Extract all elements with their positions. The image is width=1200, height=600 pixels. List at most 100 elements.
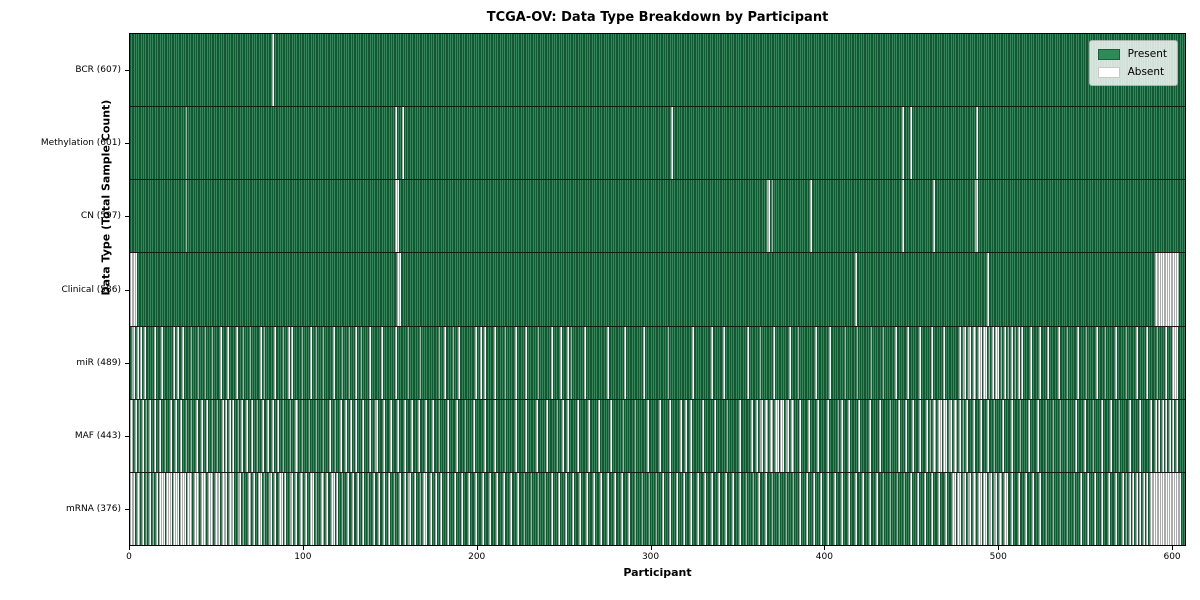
present-cell	[310, 399, 313, 472]
present-cell	[513, 326, 516, 399]
present-cell	[917, 180, 920, 253]
present-cell	[688, 253, 691, 326]
absent-cell	[291, 472, 294, 545]
present-cell	[641, 180, 644, 253]
present-cell	[338, 34, 340, 107]
present-cell	[679, 326, 682, 399]
present-cell	[601, 326, 604, 399]
present-cell	[369, 253, 372, 326]
present-cell	[726, 253, 729, 326]
present-cell	[230, 326, 233, 399]
present-cell	[653, 472, 656, 545]
present-cell	[329, 180, 332, 253]
present-cell	[823, 472, 826, 545]
present-cell	[712, 472, 715, 545]
present-cell	[1139, 107, 1142, 180]
present-cell	[299, 326, 302, 399]
present-cell	[294, 180, 297, 253]
present-cell	[452, 107, 455, 180]
present-cell	[402, 34, 405, 107]
present-cell	[818, 472, 821, 545]
present-cell	[759, 472, 762, 545]
present-cell	[539, 472, 542, 545]
present-cell	[575, 253, 578, 326]
present-cell	[598, 326, 601, 399]
present-cell	[383, 34, 385, 107]
present-cell	[688, 399, 691, 472]
present-cell	[953, 107, 956, 180]
present-cell	[658, 326, 661, 399]
present-cell	[378, 253, 380, 326]
x-tick-label: 0	[126, 552, 132, 562]
present-cell	[320, 107, 323, 180]
present-cell	[293, 34, 295, 107]
present-cell	[749, 326, 751, 399]
present-cell	[794, 107, 796, 180]
present-cell	[152, 253, 155, 326]
present-cell	[707, 253, 710, 326]
present-cell	[574, 253, 576, 326]
absent-cell	[983, 326, 986, 399]
present-cell	[234, 399, 236, 472]
present-cell	[1052, 326, 1055, 399]
present-cell	[188, 180, 191, 253]
present-cell	[426, 180, 429, 253]
present-cell	[426, 326, 429, 399]
absent-cell	[232, 399, 235, 472]
present-cell	[188, 107, 191, 180]
present-cell	[159, 253, 162, 326]
absent-cell	[345, 399, 347, 472]
absent-cell	[837, 399, 840, 472]
present-cell	[1123, 472, 1126, 545]
present-cell	[594, 399, 597, 472]
present-cell	[464, 326, 467, 399]
present-cell	[1129, 253, 1131, 326]
present-cell	[267, 34, 269, 107]
present-cell	[372, 180, 375, 253]
present-cell	[1042, 326, 1045, 399]
present-cell	[208, 107, 210, 180]
present-cell	[386, 34, 389, 107]
absent-cell	[136, 326, 139, 399]
present-cell	[660, 399, 663, 472]
present-cell	[556, 34, 559, 107]
present-cell	[150, 34, 153, 107]
present-cell	[201, 253, 203, 326]
present-cell	[296, 472, 299, 545]
present-cell	[626, 180, 628, 253]
present-cell	[1174, 399, 1176, 472]
present-cell	[769, 326, 772, 399]
present-cell	[542, 399, 545, 472]
present-cell	[886, 472, 888, 545]
present-cell	[790, 253, 793, 326]
present-cell	[1175, 180, 1178, 253]
present-cell	[1101, 180, 1103, 253]
present-cell	[1042, 34, 1045, 107]
present-cell	[927, 253, 930, 326]
present-cell	[634, 107, 637, 180]
present-cell	[1104, 180, 1107, 253]
absent-cell	[247, 472, 250, 545]
present-cell	[287, 253, 290, 326]
present-cell	[261, 326, 264, 399]
present-cell	[509, 253, 512, 326]
present-cell	[334, 180, 337, 253]
present-cell	[1063, 253, 1065, 326]
present-cell	[622, 326, 625, 399]
present-cell	[922, 180, 925, 253]
present-cell	[752, 107, 755, 180]
present-cell	[839, 399, 842, 472]
present-cell	[907, 180, 909, 253]
absent-cell	[967, 326, 970, 399]
present-cell	[143, 472, 146, 545]
present-cell	[508, 107, 510, 180]
present-cell	[872, 180, 875, 253]
present-cell	[657, 107, 659, 180]
absent-cell	[993, 399, 996, 472]
present-cell	[218, 326, 221, 399]
present-cell	[743, 326, 746, 399]
present-cell	[426, 107, 429, 180]
absent-cell	[997, 326, 999, 399]
present-cell	[1108, 399, 1110, 472]
present-cell	[291, 399, 294, 472]
